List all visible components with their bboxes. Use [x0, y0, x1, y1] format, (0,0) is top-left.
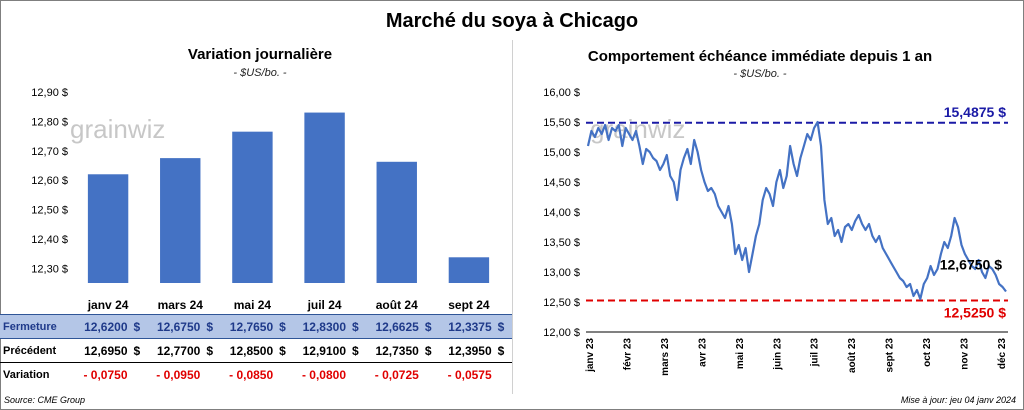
- price-table: Fermeture 12,6200 $12,6750 $12,7650 $12,8…: [0, 314, 512, 387]
- y-tick-label: 13,00 $: [543, 267, 580, 279]
- x-tick-label: avr 23: [697, 338, 708, 367]
- y-tick-label: 12,90 $: [31, 87, 68, 99]
- currency-cell: $: [494, 338, 512, 363]
- min-reference-label: 12,5250 $: [944, 305, 1006, 321]
- currency-cell: [276, 363, 293, 387]
- x-tick-label: mai 23: [735, 338, 746, 370]
- y-tick-label: 14,50 $: [543, 177, 580, 189]
- bar: [87, 174, 129, 283]
- table-row: Précédent 12,6950 $12,7700 $12,8500 $12,9…: [0, 338, 512, 363]
- y-tick-label: 15,50 $: [543, 117, 580, 129]
- x-tick-label: sept 24: [448, 298, 490, 312]
- table-cell: 12,6200: [74, 314, 131, 339]
- table-cell: 12,3950: [439, 338, 495, 363]
- y-tick-label: 12,80 $: [31, 116, 68, 128]
- y-tick-label: 12,60 $: [31, 175, 68, 187]
- table-cell: - 0,0800: [301, 367, 346, 382]
- y-tick-label: 14,00 $: [543, 207, 580, 219]
- row-label: Fermeture: [0, 314, 75, 339]
- update-note: Mise à jour: jeu 04 janv 2024: [900, 395, 1016, 405]
- x-tick-label: déc 23: [997, 338, 1008, 370]
- table-cell: 12,7650: [220, 314, 277, 339]
- currency-cell: $: [494, 314, 512, 339]
- x-tick-label: mars 23: [660, 338, 671, 376]
- table-cell: - 0,0750: [83, 367, 128, 382]
- y-tick-label: 13,50 $: [543, 237, 580, 249]
- currency-cell: [495, 363, 512, 387]
- table-cell: 12,7350: [366, 338, 422, 363]
- table-cell: 12,6750: [147, 314, 204, 339]
- row-label: Variation: [3, 368, 50, 381]
- table-cell: 12,8500: [220, 338, 277, 363]
- table-cell: - 0,0725: [374, 367, 419, 382]
- y-tick-label: 15,00 $: [543, 147, 580, 159]
- x-tick-label: janv 23: [585, 338, 596, 373]
- x-tick-label: août 24: [376, 298, 418, 312]
- panel-divider: [512, 40, 513, 394]
- currency-cell: [422, 363, 439, 387]
- y-tick-label: 12,50 $: [543, 297, 580, 309]
- currency-cell: $: [276, 338, 294, 363]
- x-tick-label: juil 23: [810, 338, 821, 368]
- x-tick-label: févr 23: [622, 338, 633, 371]
- last-value-label: 12,6750 $: [940, 257, 1002, 273]
- table-row: Fermeture 12,6200 $12,6750 $12,7650 $12,8…: [0, 314, 512, 339]
- bar: [160, 158, 201, 283]
- y-tick-label: 12,30 $: [31, 263, 68, 275]
- row-label: Précédent: [0, 338, 75, 363]
- x-tick-label: mai 24: [234, 298, 272, 312]
- left-chart-title: Variation journalière: [187, 46, 333, 63]
- y-tick-label: 12,00 $: [543, 327, 580, 339]
- currency-cell: $: [276, 314, 294, 339]
- bar: [232, 131, 273, 283]
- currency-cell: $: [130, 314, 148, 339]
- currency-cell: $: [130, 338, 148, 363]
- table-cell: 12,3375: [439, 314, 495, 339]
- table-row: Variation - 0,0750 - 0,0950 - 0,0850 - 0,080…: [0, 363, 512, 387]
- currency-cell: [131, 363, 148, 387]
- y-tick-label: 12,40 $: [31, 234, 68, 246]
- max-reference-label: 15,4875 $: [944, 104, 1006, 120]
- table-cell: 12,9100: [293, 338, 349, 363]
- currency-cell: $: [349, 314, 367, 339]
- right-chart-title: Comportement échéance immédiate depuis 1…: [587, 48, 933, 65]
- currency-cell: $: [349, 338, 367, 363]
- bar-chart: 12,30 $ 12,40 $ 12,50 $ 12,60 $ 12,70 $ 12,80…: [31, 87, 490, 312]
- left-chart-subtitle: - $US/bo. -: [233, 67, 287, 79]
- table-cell: 12,7700: [147, 338, 204, 363]
- table-cell: - 0,0850: [229, 367, 274, 382]
- currency-cell: [203, 363, 220, 387]
- price-series-line: [586, 120, 1007, 301]
- y-tick-label: 16,00 $: [543, 87, 580, 99]
- table-cell: 12,6950: [74, 338, 131, 363]
- bar: [304, 112, 345, 283]
- table-cell: 12,6625: [366, 314, 422, 339]
- x-tick-label: juin 23: [772, 338, 783, 371]
- table-cell: - 0,0950: [156, 367, 201, 382]
- y-tick-label: 12,50 $: [31, 205, 68, 217]
- x-tick-label: nov 23: [960, 338, 971, 370]
- currency-cell: $: [203, 314, 221, 339]
- x-tick-label: juil 24: [307, 298, 342, 312]
- y-tick-label: 12,70 $: [31, 146, 68, 158]
- page-title: Marché du soya à Chicago: [385, 10, 639, 32]
- currency-cell: [349, 363, 366, 387]
- table-cell: 12,8300: [293, 314, 349, 339]
- x-tick-label: janv 24: [87, 298, 129, 312]
- currency-cell: $: [421, 314, 440, 339]
- watermark-logo: grainwiz: [70, 114, 165, 144]
- x-tick-label: août 23: [847, 338, 858, 373]
- x-tick-label: mars 24: [158, 298, 204, 312]
- bar: [448, 257, 490, 283]
- x-tick-label: sept 23: [885, 338, 896, 373]
- source-note: Source: CME Group: [4, 395, 86, 405]
- currency-cell: $: [203, 338, 221, 363]
- line-chart: 12,00 $ 12,50 $ 13,00 $ 13,50 $ 14,00 $ 14,50…: [543, 87, 1008, 376]
- right-chart-subtitle: - $US/bo. -: [733, 68, 787, 80]
- table-cell: - 0,0575: [447, 367, 492, 382]
- x-tick-label: oct 23: [922, 338, 933, 367]
- bar: [376, 161, 417, 283]
- currency-cell: $: [421, 338, 440, 363]
